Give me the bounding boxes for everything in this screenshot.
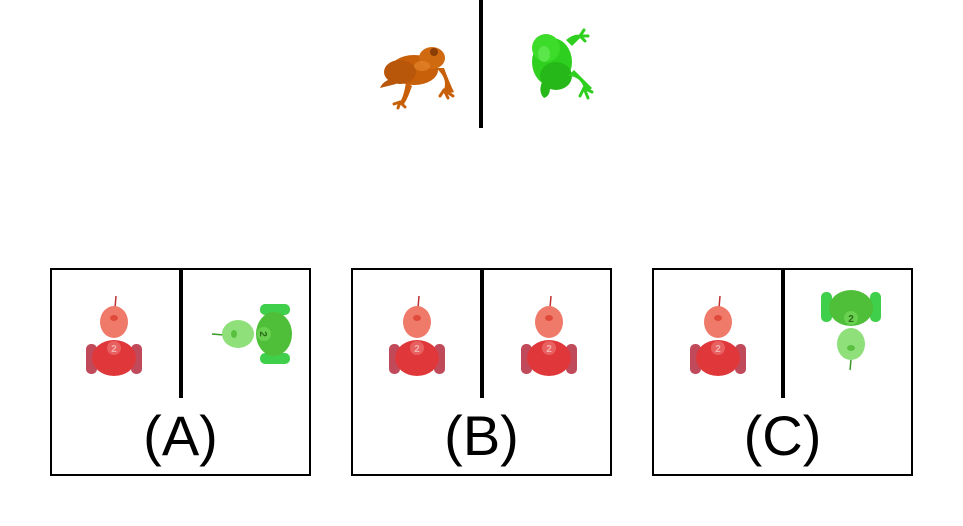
car-number: 2	[848, 314, 854, 325]
option-a-label: (A)	[143, 404, 218, 467]
frog-green-figure	[522, 26, 594, 102]
toy-car-red-icon: 2	[82, 294, 146, 378]
option-a-box[interactable]: 2 2 (A)	[50, 268, 311, 476]
car-number: 2	[414, 344, 420, 355]
frog-orange-figure	[378, 38, 460, 110]
option-b-box[interactable]: 2 2 (B)	[351, 268, 612, 476]
toy-car-red-icon: 2	[686, 294, 750, 378]
car-number: 2	[546, 344, 552, 355]
toy-car-green-icon: 2	[819, 288, 883, 372]
option-c-label: (C)	[743, 404, 822, 467]
car-number: 2	[111, 344, 117, 355]
car-number: 2	[715, 344, 721, 355]
option-a-divider	[179, 270, 183, 398]
option-c-divider	[781, 270, 785, 398]
toy-car-red-icon: 2	[385, 294, 449, 378]
toy-car-green-icon: 2	[210, 302, 294, 366]
option-b-label: (B)	[444, 404, 519, 467]
toy-car-red-icon: 2	[517, 294, 581, 378]
option-b-divider	[480, 270, 484, 398]
car-number: 2	[257, 331, 268, 337]
prompt-divider	[479, 0, 483, 128]
option-c-box[interactable]: 2 2 (C)	[652, 268, 913, 476]
